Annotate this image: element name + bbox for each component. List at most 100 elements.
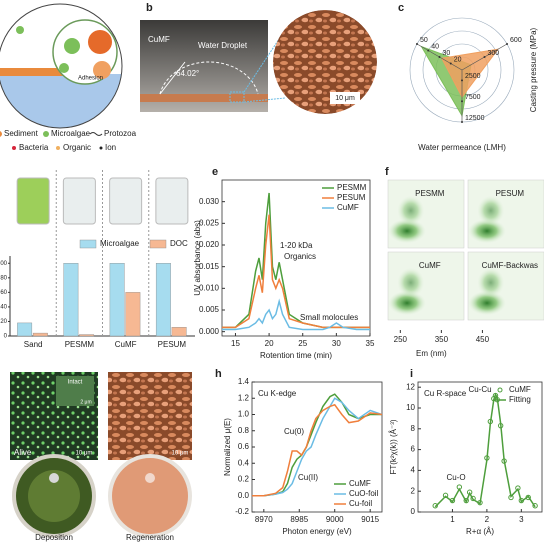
axis-label: Casting pressure (MPa) — [529, 27, 538, 112]
y-tick-label: 0.010 — [199, 283, 220, 292]
y-tick-label: 6 — [411, 445, 416, 454]
y-tick-label: 80 — [0, 275, 7, 281]
annotation: Cu-O — [446, 473, 465, 482]
data-line — [222, 298, 370, 331]
y-tick-label: 20 — [0, 319, 7, 325]
panel-letter: h — [215, 368, 222, 380]
scale-label: 2 μm — [80, 399, 91, 405]
schematic-a — [0, 4, 122, 128]
inset-image — [56, 376, 94, 406]
x-tick-label: CuMF — [115, 340, 137, 349]
annotation: Small molocules — [300, 313, 358, 322]
radar-tick-label: 2500 — [465, 73, 481, 80]
y-tick-label: -0.2 — [235, 507, 249, 516]
y-axis-label: UV absorbance (abs) — [193, 220, 202, 296]
legend-label: Protozoa — [104, 129, 137, 138]
x-tick-label: 450 — [476, 335, 490, 344]
legend-label: CuO-foil — [349, 489, 379, 498]
bar — [17, 322, 33, 337]
data-point — [442, 492, 449, 499]
sample-label: CuMF — [148, 35, 170, 44]
x-tick-label: 9015 — [361, 515, 379, 524]
legend-swatch — [497, 387, 503, 393]
annotation: Cu(0) — [284, 427, 304, 436]
y-tick-label: 1.4 — [238, 377, 250, 386]
panel-title: PESMM — [415, 189, 445, 198]
radar-tick-label: 30 — [442, 50, 450, 57]
legend-swatch — [149, 239, 167, 249]
radar-tick-label: 7500 — [465, 94, 481, 101]
legend-label: CuMF — [349, 479, 371, 488]
radar-tick — [449, 62, 452, 65]
data-point — [470, 495, 476, 502]
bar — [109, 263, 125, 337]
heatmap-blob — [388, 218, 426, 244]
y-tick-label: 1.0 — [238, 410, 250, 419]
heatmap-blob — [477, 195, 505, 226]
x-axis-label: Rotention time (min) — [260, 351, 332, 360]
x-tick-label: 3 — [519, 515, 524, 524]
y-tick-label: 0.030 — [199, 197, 220, 206]
scale-label: 10 μm — [172, 451, 189, 457]
panel-title: CuMF-Backwas — [482, 261, 538, 270]
panel-title: CuMF — [419, 261, 441, 270]
annotation: Cu-Cu — [468, 385, 491, 394]
y-tick-label: 4 — [411, 466, 416, 475]
legend-swatch — [89, 132, 103, 136]
caption: Regeneration — [126, 533, 174, 542]
x-tick-label: PESUM — [158, 340, 187, 349]
radar-tick-label: 20 — [454, 56, 462, 63]
zoom-box — [229, 91, 245, 103]
radar-tick-label: 12500 — [465, 115, 485, 122]
radar-tick — [461, 79, 463, 82]
legend-label: Ion — [105, 143, 116, 152]
legend-label: Microalgae — [100, 239, 140, 248]
y-tick-label: 100 — [0, 261, 8, 267]
legend-label: Microalgae — [51, 129, 91, 138]
panel-letter: b — [146, 2, 153, 14]
x-tick-label: 15 — [231, 339, 240, 348]
scale-label: 10 μm — [76, 451, 93, 457]
x-tick-label: 250 — [394, 335, 408, 344]
legend-label: CuMF — [337, 203, 359, 212]
bar — [79, 334, 95, 337]
legend-label: Organic — [63, 143, 91, 152]
sample-spot — [145, 473, 155, 483]
x-tick-label: 8970 — [255, 515, 273, 524]
x-tick-label: 20 — [265, 339, 274, 348]
y-tick-label: 10 — [406, 403, 415, 412]
y-tick-label: 0 — [411, 507, 416, 516]
y-tick-label: 8 — [411, 424, 416, 433]
axis-label: Water permeance (LMH) — [418, 143, 506, 152]
x-tick-label: 25 — [298, 339, 307, 348]
data-line — [252, 403, 383, 497]
x-tick-label: 1 — [450, 515, 455, 524]
legend-swatch — [12, 146, 16, 150]
x-tick-label: 9000 — [326, 515, 344, 524]
legend-swatch — [99, 146, 103, 150]
zoom-line — [243, 97, 286, 103]
heatmap-blob — [468, 218, 506, 244]
legend-label: CuMF — [509, 385, 531, 394]
caption: Deposition — [35, 533, 73, 542]
radar-tick-label: 600 — [510, 37, 522, 44]
inset-label: Intact — [68, 380, 83, 386]
x-tick-label: 30 — [332, 339, 341, 348]
plot-frame — [417, 381, 543, 513]
contact-angle: 64.02° — [176, 69, 199, 78]
y-tick-label: 12 — [406, 382, 415, 391]
y-tick-label: 0.020 — [199, 240, 220, 249]
heatmap-blob — [397, 195, 425, 226]
annotation: Cu R-space — [424, 389, 467, 398]
x-axis-label: R+α (Å) — [466, 527, 494, 536]
legend-label: DOC — [170, 239, 188, 248]
beaker — [109, 177, 143, 225]
x-axis-label: Em (nm) — [416, 349, 447, 358]
regenerated-membrane — [112, 458, 188, 534]
y-tick-label: 0.015 — [199, 262, 220, 271]
y-tick-label: 0.005 — [199, 305, 220, 314]
legend-label: Cu-foil — [349, 499, 372, 508]
radar-tick-label: 300 — [488, 50, 500, 57]
radar-tick — [483, 56, 486, 58]
